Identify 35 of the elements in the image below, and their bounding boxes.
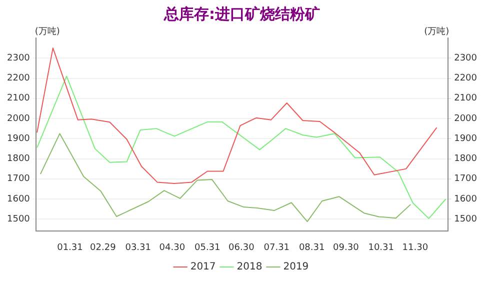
y-tick-label: 1900 bbox=[7, 134, 30, 144]
y2-tick-label: 1900 bbox=[454, 134, 478, 144]
y-tick-label: 1600 bbox=[7, 194, 30, 204]
y-tick-label: 1800 bbox=[7, 154, 30, 164]
y-tick-label: 2300 bbox=[7, 53, 30, 64]
y-tick-label: 2100 bbox=[7, 94, 30, 104]
x-tick-label: 06.30 bbox=[228, 242, 255, 253]
chart-title: 总库存:进口矿烧结粉矿 bbox=[163, 4, 320, 23]
legend-label: 2017 bbox=[190, 262, 216, 273]
y-tick-label: 2200 bbox=[7, 74, 30, 84]
x-tick-label: 01.31 bbox=[57, 242, 83, 253]
x-tick-label: 07.31 bbox=[264, 242, 290, 253]
x-tick-label: 10.31 bbox=[368, 242, 394, 253]
x-tick-label: 11.30 bbox=[402, 242, 428, 253]
y2-tick-label: 1700 bbox=[454, 174, 478, 184]
y2-tick-label: 2100 bbox=[454, 94, 478, 104]
x-tick-label: 05.31 bbox=[194, 242, 220, 253]
y-axis-title: (万吨) bbox=[34, 26, 60, 37]
legend-label: 2018 bbox=[236, 262, 262, 273]
x-tick-label: 03.31 bbox=[125, 242, 151, 253]
y2-tick-label: 1500 bbox=[454, 214, 478, 224]
y2-tick-label: 2200 bbox=[454, 74, 478, 84]
y2-tick-label: 1600 bbox=[454, 194, 478, 204]
x-tick-label: 02.29 bbox=[90, 242, 116, 253]
y-tick-label: 2000 bbox=[7, 114, 30, 124]
x-tick-label: 08.31 bbox=[298, 242, 325, 253]
y2-tick-label: 2000 bbox=[454, 114, 478, 124]
x-tick-label: 09.30 bbox=[333, 242, 360, 253]
y-tick-label: 1500 bbox=[7, 214, 30, 224]
y2-tick-label: 1800 bbox=[454, 154, 478, 164]
x-tick-label: 04.30 bbox=[159, 242, 186, 253]
y2-axis-title: (万吨) bbox=[424, 26, 450, 37]
y2-tick-label: 2300 bbox=[454, 53, 478, 64]
y-tick-label: 1700 bbox=[7, 174, 30, 184]
legend-label: 2019 bbox=[283, 262, 309, 273]
